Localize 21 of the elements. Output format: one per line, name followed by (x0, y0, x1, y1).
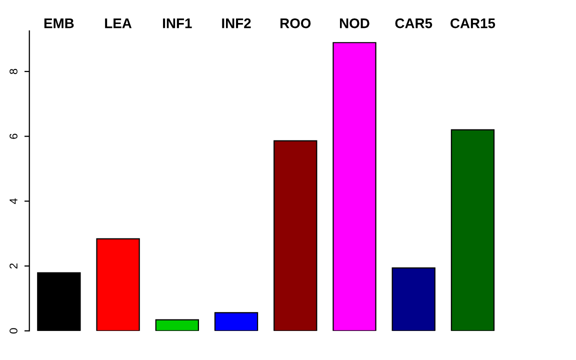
x-tick-label: CAR5 (395, 18, 432, 28)
bar (37, 272, 81, 331)
y-tick-label: 6 (10, 134, 18, 139)
bar (214, 312, 258, 331)
bar (274, 140, 318, 331)
bar (96, 238, 140, 331)
bar (450, 129, 495, 331)
x-tick-label: EMB (44, 18, 74, 28)
y-tick-label: 0 (10, 328, 18, 334)
x-tick-label: CAR15 (450, 18, 496, 28)
x-tick-label: ROO (280, 18, 311, 28)
bar (392, 267, 436, 331)
y-tick-label: 2 (10, 263, 18, 269)
y-tick-label: 4 (10, 198, 18, 204)
x-tick-label: LEA (105, 18, 132, 28)
x-tick-label: INF2 (222, 18, 251, 28)
bar (155, 319, 199, 331)
x-tick-label: NOD (340, 18, 370, 28)
y-tick-label: 8 (10, 68, 18, 74)
x-tick-label: INF1 (163, 18, 192, 28)
bar (332, 42, 376, 331)
